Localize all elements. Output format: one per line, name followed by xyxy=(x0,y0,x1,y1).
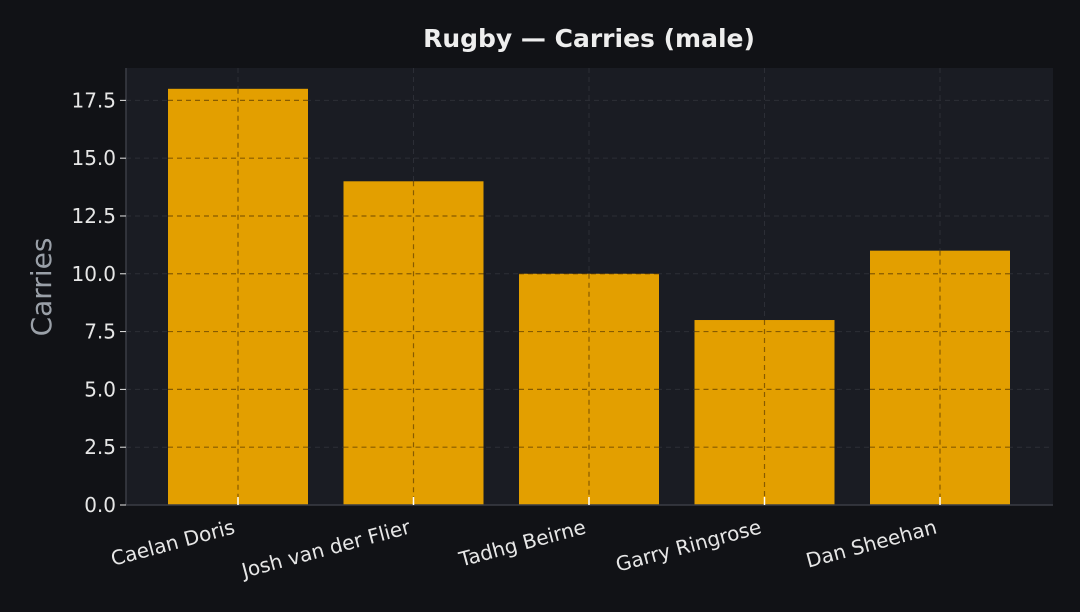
y-axis-label: Carries xyxy=(25,238,58,337)
y-tick-labels: 0.0 2.5 5.0 7.5 10.0 12.5 15.0 17.5 xyxy=(71,88,126,517)
y-tick-label: 7.5 xyxy=(84,320,116,344)
y-tick-label: 17.5 xyxy=(71,88,116,112)
y-tick-label: 10.0 xyxy=(71,262,116,286)
y-tick-label: 5.0 xyxy=(84,377,116,401)
y-tick-label: 2.5 xyxy=(84,435,116,459)
bar-overlay-grid xyxy=(168,88,1010,505)
bar xyxy=(343,181,484,505)
y-tick-label: 0.0 xyxy=(84,493,116,517)
y-tick-label: 12.5 xyxy=(71,204,116,228)
chart-title: Rugby — Carries (male) xyxy=(423,24,755,53)
y-tick-label: 15.0 xyxy=(71,146,116,170)
